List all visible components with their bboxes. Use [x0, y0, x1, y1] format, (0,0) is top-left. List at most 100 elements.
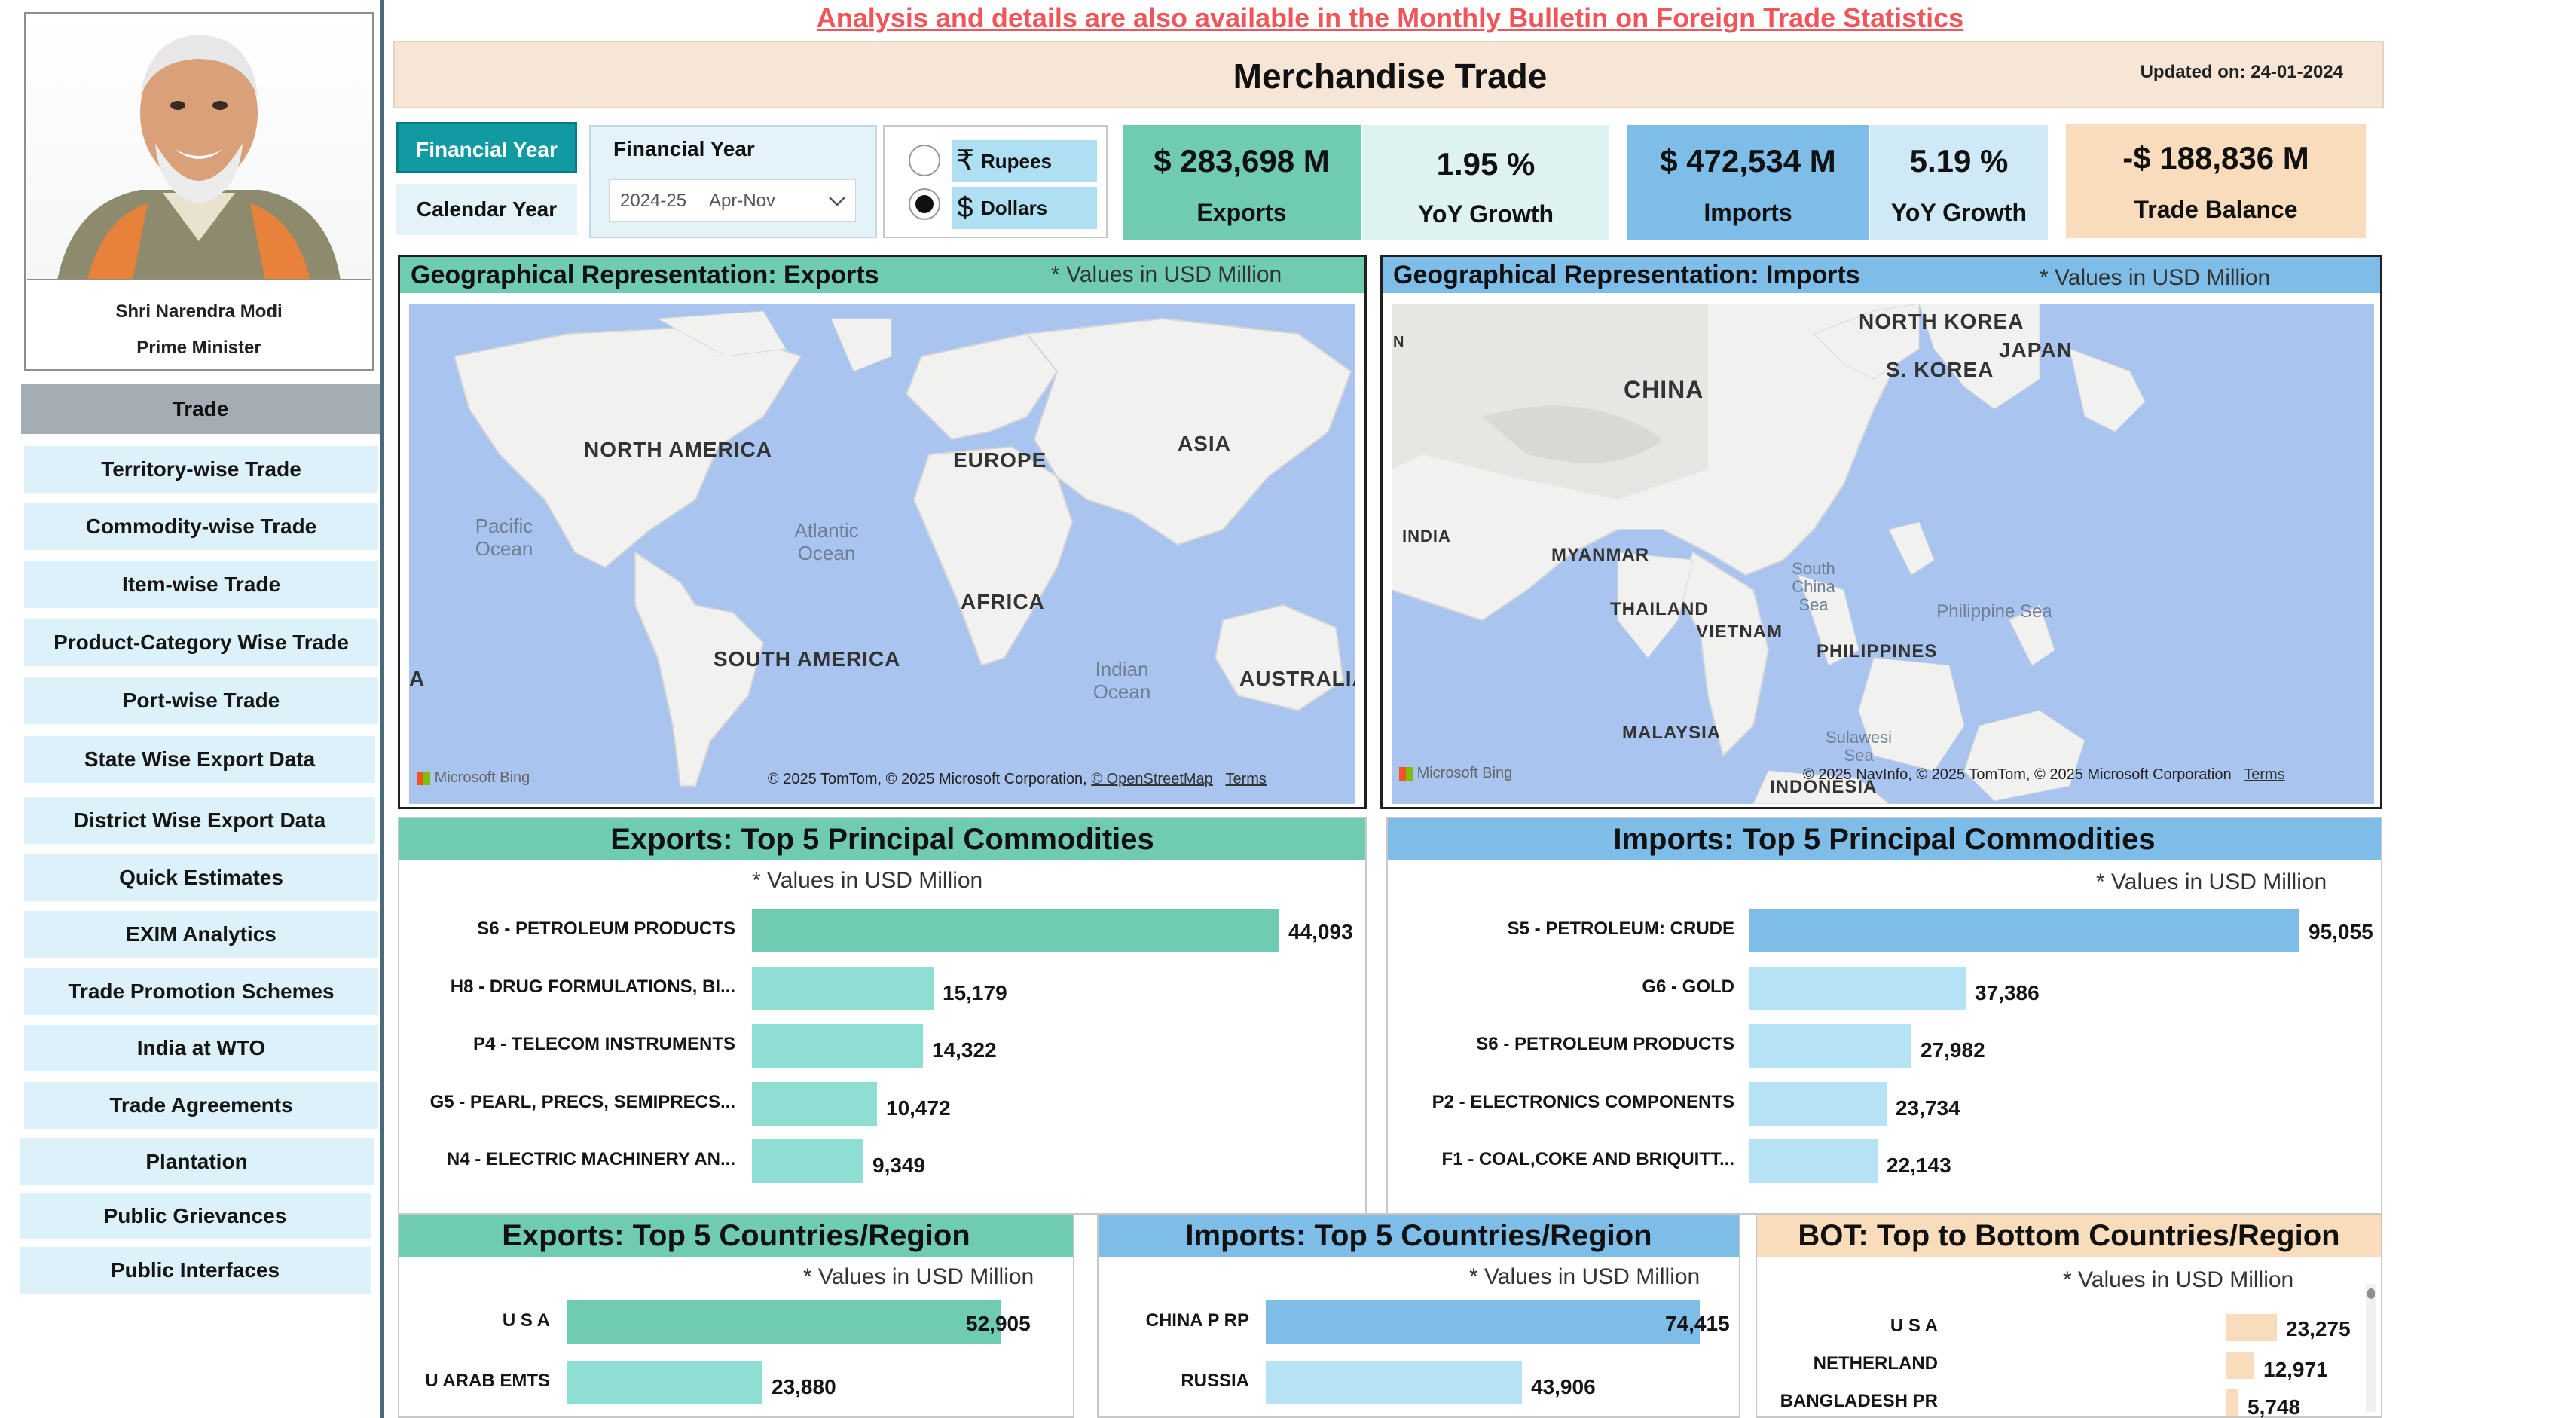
dollars-option[interactable]: $ Dollars	[952, 187, 1097, 229]
exports-map[interactable]: NORTH AMERICA EUROPE ASIA AFRICA SOUTH A…	[409, 304, 1355, 804]
map-label-indonesia: INDONESIA	[1770, 777, 1878, 797]
fy-period-value: Apr-Nov	[709, 191, 776, 211]
map-label-philippines: PHILIPPINES	[1817, 641, 1938, 662]
exports-commodities-label: G5 - PEARL, PRECS, SEMIPRECS...	[429, 1091, 735, 1112]
exports-countries-bar[interactable]	[567, 1300, 1001, 1344]
monthly-bulletin-link[interactable]: Analysis and details are also available …	[816, 2, 1964, 33]
fy-year-value: 2024-25	[620, 191, 687, 211]
bot-scrollbar-thumb[interactable]	[2367, 1288, 2375, 1299]
openstreetmap-link[interactable]: © OpenStreetMap	[1091, 771, 1213, 787]
imports-commodities-title: Imports: Top 5 Principal Commodities	[1388, 818, 2381, 860]
exports-countries-chart: U S A 52,905 U ARAB EMTS 23,880	[399, 1299, 1073, 1418]
nav-item-public-interfaces[interactable]: Public Interfaces	[20, 1247, 371, 1294]
map-label-thailand: THAILAND	[1610, 599, 1709, 619]
map-label-india: INDIA	[1402, 527, 1451, 546]
kpi-imports-growth-value: 5.19 %	[1909, 143, 2009, 179]
nav-item-plantation[interactable]: Plantation	[20, 1138, 374, 1185]
imports-commodities-bar[interactable]	[1749, 1024, 1911, 1068]
kpi-trade-balance-value: -$ 188,836 M	[2122, 140, 2309, 176]
bot-countries-bar[interactable]	[2226, 1352, 2254, 1379]
nav-item-port-wise-trade[interactable]: Port-wise Trade	[24, 677, 378, 724]
imports-map-copyright: © 2025 NavInfo, © 2025 TomTom, © 2025 Mi…	[1803, 766, 2285, 784]
imports-map[interactable]: NORTH KOREA JAPAN S. KOREA CHINA INDIA M…	[1392, 304, 2374, 804]
microsoft-logo-icon	[1399, 766, 1413, 781]
imports-countries-bar[interactable]	[1266, 1361, 1522, 1404]
nav-item-quick-estimates[interactable]: Quick Estimates	[24, 854, 378, 901]
exports-countries-value: 23,880	[772, 1375, 836, 1398]
nav-item-exim-analytics[interactable]: EXIM Analytics	[24, 911, 378, 958]
ocean-label-pacific: Pacific Ocean	[475, 515, 533, 560]
imports-commodities-value: 95,055	[2309, 920, 2373, 943]
ocean-label-indian: Indian Ocean	[1092, 658, 1151, 703]
exports-commodities-bar[interactable]	[752, 1081, 877, 1126]
bot-countries-chart: U S A 23,275 NETHERLAND 12,971 BANGLADESH PR…	[1757, 1303, 2360, 1418]
kpi-exports: $ 283,698 M Exports	[1123, 125, 1361, 240]
nav-item-state-wise-export-data[interactable]: State Wise Export Data	[24, 736, 375, 783]
exports-commodities-bar[interactable]	[752, 1139, 863, 1183]
imports-countries-bar[interactable]	[1266, 1300, 1700, 1344]
map-label-n: N	[1393, 334, 1405, 350]
imports-countries-value: 74,415	[1665, 1312, 1730, 1335]
exports-commodities-bar[interactable]	[752, 966, 934, 1010]
nav-item-trade-promotion-schemes[interactable]: Trade Promotion Schemes	[24, 968, 378, 1015]
imports-commodities-bar[interactable]	[1749, 966, 1966, 1010]
imports-commodities-value: 37,386	[1975, 980, 2040, 1004]
imports-map-terms-link[interactable]: Terms	[2244, 766, 2285, 783]
map-label-north-america: NORTH AMERICA	[584, 438, 772, 461]
imports-map-note: * Values in USD Million	[2040, 265, 2271, 290]
map-label-s-korea: S. KOREA	[1886, 358, 1994, 381]
exports-commodities-chart: S6 - PETROLEUM PRODUCTS 44,093 H8 - DRUG F…	[399, 906, 1364, 1207]
exports-map-terms-link[interactable]: Terms	[1225, 771, 1267, 787]
kpi-exports-label: Exports	[1196, 199, 1287, 226]
bot-countries-bar[interactable]	[2226, 1314, 2277, 1341]
imports-commodities-label: F1 - COAL,COKE AND BRIQUITT...	[1441, 1149, 1734, 1169]
nav-item-trade-agreements[interactable]: Trade Agreements	[24, 1082, 378, 1129]
imports-commodities-bar[interactable]	[1749, 1081, 1887, 1126]
nav-item-trade[interactable]: Trade	[21, 384, 380, 434]
nav-item-india-at-wto[interactable]: India at WTO	[24, 1025, 378, 1071]
bot-countries-bar[interactable]	[2226, 1389, 2238, 1416]
chevron-down-icon[interactable]	[827, 191, 848, 212]
exports-commodities-label: N4 - ELECTRIC MACHINERY AN...	[446, 1149, 735, 1169]
ocean-label-philippine-sea: Philippine Sea	[1936, 601, 2052, 622]
sidebar: Shri Narendra Modi Prime Minister Trade …	[0, 0, 384, 1418]
map-label-australia: AUSTRALIA	[1239, 667, 1355, 690]
exports-commodities-label: H8 - DRUG FORMULATIONS, BI...	[450, 976, 735, 997]
imports-commodities-bar[interactable]	[1749, 1139, 1878, 1183]
nav-item-district-wise-export-data[interactable]: District Wise Export Data	[24, 797, 375, 844]
map-label-china: CHINA	[1624, 376, 1704, 403]
imports-commodities-label: G6 - GOLD	[1642, 976, 1734, 997]
exports-commodities-value: 10,472	[886, 1096, 951, 1120]
nav-item-public-grievances[interactable]: Public Grievances	[20, 1193, 371, 1239]
exports-commodities-bar[interactable]	[752, 909, 1279, 952]
bot-countries-title: BOT: Top to Bottom Countries/Region	[1757, 1215, 2381, 1257]
nav-item-commodity-wise-trade[interactable]: Commodity-wise Trade	[24, 503, 378, 550]
bot-scrollbar[interactable]	[2366, 1284, 2376, 1412]
imports-countries-title: Imports: Top 5 Countries/Region	[1099, 1215, 1739, 1257]
imports-map-title-text: Geographical Representation: Imports	[1393, 261, 1860, 289]
imports-commodities-value: 23,734	[1896, 1096, 1960, 1120]
financial-year-dropdown[interactable]: 2024-25 Apr-Nov	[609, 179, 856, 222]
dollars-radio[interactable]	[909, 188, 940, 220]
bot-countries-value: 12,971	[2263, 1358, 2328, 1381]
imports-map-title: Geographical Representation: Imports	[1383, 257, 2380, 293]
imports-commodities-bar[interactable]	[1749, 909, 2299, 952]
calendar-year-button[interactable]: Calendar Year	[396, 184, 577, 235]
exports-commodities-bar[interactable]	[752, 1024, 923, 1068]
exports-countries-bar[interactable]	[567, 1361, 762, 1404]
nav-item-product-category-wise-trade[interactable]: Product-Category Wise Trade	[24, 619, 378, 666]
header-bar: Merchandise Trade Updated on: 24-01-2024	[393, 41, 2384, 108]
rupees-option[interactable]: ₹ Rupees	[952, 140, 1097, 182]
exports-map-panel: Geographical Representation: Exports * V…	[398, 255, 1367, 809]
page-title: Merchandise Trade	[1233, 57, 1548, 96]
imports-countries-chart: CHINA P RP 74,415 RUSSIA 43,906	[1099, 1299, 1739, 1418]
financial-year-button[interactable]: Financial Year	[396, 122, 577, 173]
map-label-a: A	[409, 667, 426, 690]
kpi-imports-label: Imports	[1704, 199, 1792, 226]
rupees-radio[interactable]	[909, 145, 940, 176]
bot-countries-label: NETHERLAND	[1813, 1353, 1938, 1374]
ocean-label-atlantic: Atlantic Ocean	[794, 519, 859, 564]
nav-item-item-wise-trade[interactable]: Item-wise Trade	[24, 561, 378, 608]
imports-commodities-value: 27,982	[1921, 1038, 1985, 1062]
nav-item-territory-wise-trade[interactable]: Territory-wise Trade	[24, 446, 378, 493]
